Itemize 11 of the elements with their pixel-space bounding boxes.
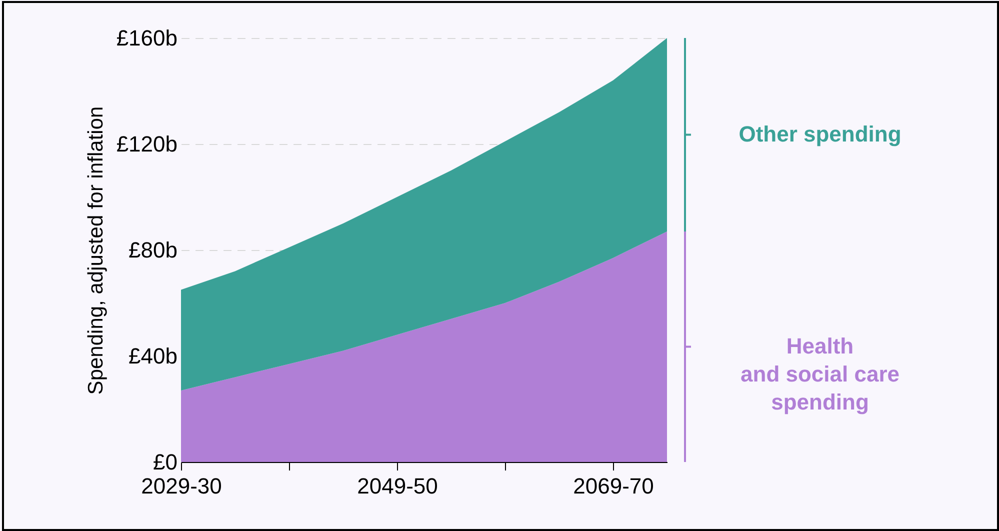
y-tick-label: £120b	[116, 132, 178, 156]
x-tick-label: 2069-70	[573, 474, 654, 498]
text: Health and social care spending	[740, 334, 900, 415]
y-axis-title: Spending, adjusted for inflation	[84, 106, 108, 395]
legend-label: Other spending	[738, 122, 902, 147]
x-tick-label: 2049-50	[357, 474, 438, 498]
y-tick-label: £160b	[116, 26, 178, 50]
y-tick-label: £40b	[128, 344, 178, 368]
y-tick-label: £80b	[128, 238, 178, 262]
x-tick-label: 2029-30	[141, 474, 222, 498]
y-tick-label: £0	[153, 450, 178, 474]
